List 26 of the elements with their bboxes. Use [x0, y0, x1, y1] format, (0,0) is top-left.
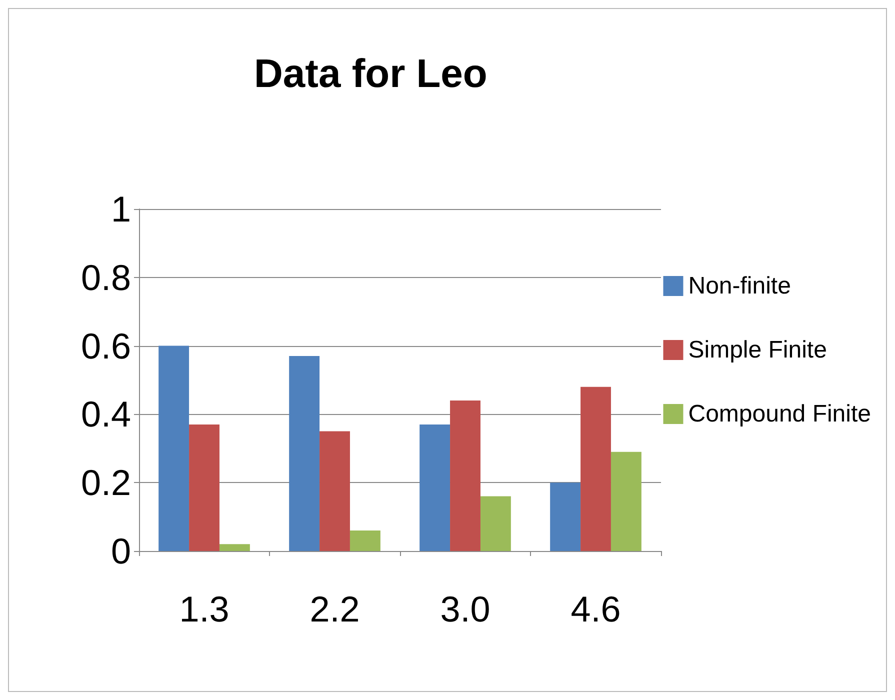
bar: [219, 544, 250, 551]
legend-label: Simple Finite: [688, 336, 827, 364]
y-tick-label: 0.8: [80, 256, 131, 298]
x-tick-label: 1.3: [179, 588, 230, 630]
bar: [289, 356, 320, 551]
bar: [480, 496, 511, 551]
bar: [420, 424, 450, 551]
bar: [550, 482, 581, 551]
legend-label: Compound Finite: [688, 400, 871, 428]
chart-title: Data for Leo: [254, 52, 488, 96]
bar: [610, 452, 642, 551]
y-tick-label: 0: [110, 530, 131, 572]
legend-label: Non-finite: [688, 272, 791, 300]
y-tick-label: 0.4: [80, 394, 131, 435]
bar: [189, 424, 220, 551]
x-tick-label: 2.2: [310, 588, 360, 630]
bar: [158, 346, 190, 551]
bar: [450, 400, 480, 551]
bar: [580, 386, 611, 551]
y-tick-label: 0.6: [80, 325, 131, 366]
bar: [350, 530, 380, 551]
x-tick-label: 4.6: [570, 588, 621, 630]
y-tick-label: 1: [110, 188, 131, 230]
y-tick-label: 0.2: [80, 462, 131, 504]
bar: [320, 431, 350, 551]
x-tick-label: 3.0: [440, 588, 490, 630]
